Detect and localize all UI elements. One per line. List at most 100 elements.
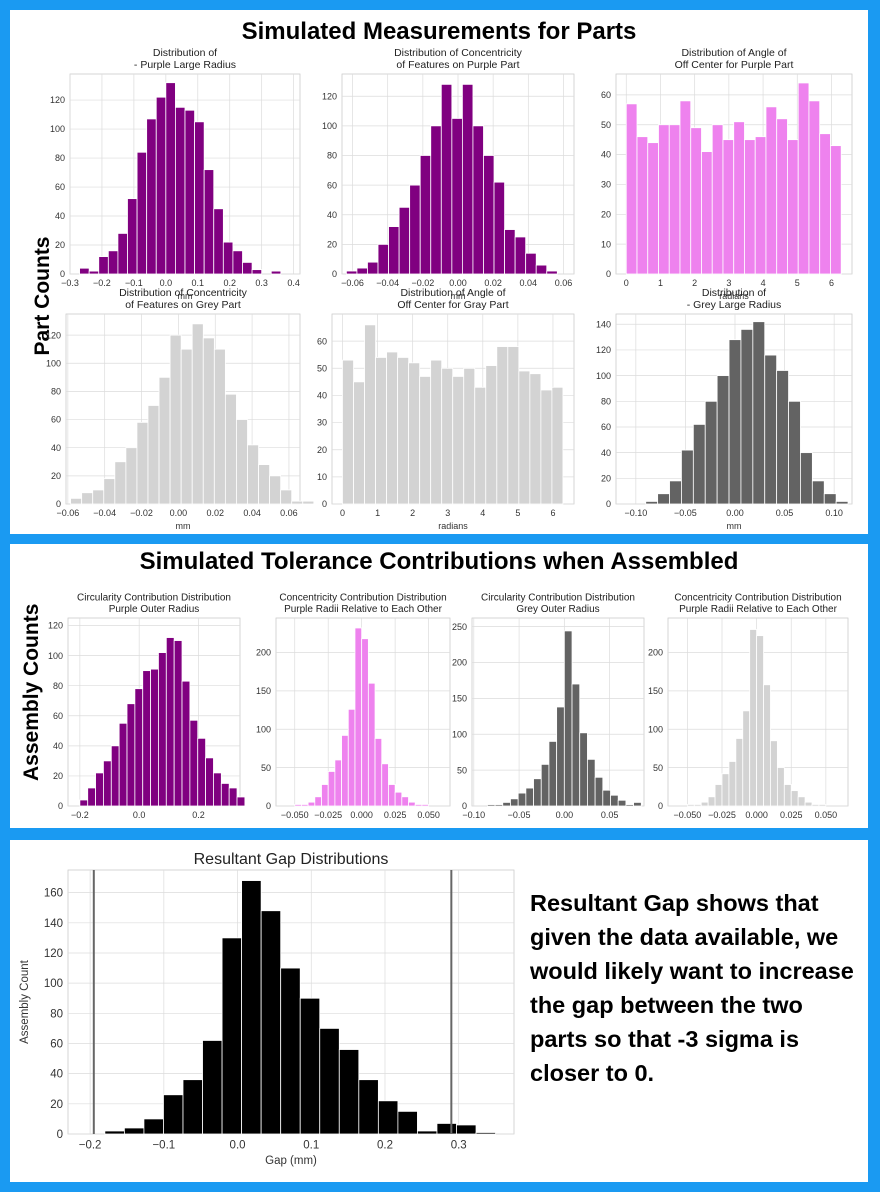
y-tick-label: 160 <box>44 888 63 900</box>
x-tick-label: −0.1 <box>125 278 143 288</box>
chart-title: of Features on Purple Part <box>396 59 519 71</box>
histogram-bar <box>417 1130 438 1135</box>
histogram-bar <box>811 804 820 807</box>
histogram-bar <box>347 708 356 807</box>
histogram-bar <box>203 169 215 275</box>
histogram-bar <box>409 184 421 275</box>
x-tick-label: 0.04 <box>243 508 261 518</box>
histogram-bar <box>181 680 191 807</box>
histogram-bar <box>800 452 813 505</box>
x-tick-label: 1 <box>658 278 663 288</box>
resultant-gap-panel: 0 20 40 60 80 100 120 140 160 −0.2 −0.1 0.0 0.1 0.2 0.… <box>10 840 868 1182</box>
histogram-bar <box>804 801 813 807</box>
histogram-bar <box>184 109 195 275</box>
histogram-bar <box>260 910 282 1135</box>
y-tick-label: 80 <box>53 681 63 691</box>
y-tick-label: 120 <box>46 330 61 340</box>
histogram-bar <box>556 706 565 807</box>
histogram-bar <box>158 652 167 807</box>
histogram-bar <box>342 359 354 505</box>
histogram-bar <box>345 270 358 275</box>
histogram-bar <box>690 127 702 275</box>
histogram-bar <box>617 799 627 807</box>
y-tick-label: 0 <box>58 801 63 811</box>
histogram-bar <box>173 640 183 807</box>
x-tick-label: 0.2 <box>377 1140 393 1152</box>
x-tick-label: 3 <box>445 508 450 518</box>
x-tick-label: 4 <box>480 508 485 518</box>
histogram-bar <box>394 791 403 807</box>
histogram-bar <box>377 1100 399 1135</box>
x-tick-label: 0.4 <box>287 278 300 288</box>
histogram-bar <box>147 405 160 505</box>
x-axis-label: radians <box>719 291 749 301</box>
histogram-bar <box>375 357 388 505</box>
x-tick-label: 2 <box>410 508 415 518</box>
histogram-bar <box>136 151 148 275</box>
y-tick-label: 60 <box>53 711 63 721</box>
y-tick-label: 50 <box>601 120 611 130</box>
histogram-bar <box>647 142 659 275</box>
histogram-bar <box>525 252 537 275</box>
chart-title: Distribution of <box>702 287 766 299</box>
y-tick-label: 60 <box>601 422 611 432</box>
y-tick-label: 200 <box>256 648 271 658</box>
chart-title: Distribution of Concentricity <box>119 287 248 299</box>
histogram-bar <box>783 784 792 807</box>
x-tick-label: 0.06 <box>555 278 573 288</box>
histogram-bar <box>146 118 157 275</box>
histogram-bar <box>610 794 619 807</box>
histogram-bar <box>356 267 368 275</box>
histogram-bar <box>354 627 363 807</box>
histogram-bar <box>401 796 409 807</box>
histogram-bar <box>314 796 322 807</box>
histogram-bar <box>98 256 109 275</box>
y-tick-label: 60 <box>601 90 611 100</box>
chart-title: - Purple Large Radius <box>134 59 236 71</box>
y-tick-label: 50 <box>653 763 663 773</box>
histogram-bar <box>280 967 301 1135</box>
y-tick-label: 20 <box>601 473 611 483</box>
x-tick-label: 0.2 <box>223 278 236 288</box>
x-tick-label: 0.00 <box>726 508 744 518</box>
x-tick-label: −0.2 <box>93 278 111 288</box>
y-tick-label: 50 <box>317 363 327 373</box>
histogram-bar <box>540 389 553 505</box>
histogram-bar <box>579 732 588 807</box>
y-tick-label: 120 <box>322 91 337 101</box>
y-tick-label: 20 <box>51 471 61 481</box>
histogram-bar <box>721 773 730 807</box>
chart-title: Resultant Gap Distributions <box>194 851 389 868</box>
y-tick-label: 120 <box>44 948 63 960</box>
histogram-bar <box>381 763 389 807</box>
y-tick-label: 40 <box>601 448 611 458</box>
histogram-bar <box>518 370 531 505</box>
histogram-bar <box>548 741 558 807</box>
y-tick-label: 0 <box>57 1129 63 1141</box>
histogram-bar <box>830 145 842 275</box>
histogram-bar <box>463 367 476 505</box>
histogram-bar <box>408 801 416 807</box>
histogram-bar <box>533 778 542 807</box>
x-axis-label: Gap (mm) <box>265 1155 317 1167</box>
x-tick-label: −0.04 <box>376 278 399 288</box>
x-tick-label: −0.050 <box>673 810 701 820</box>
y-tick-label: 250 <box>452 622 467 632</box>
y-tick-label: 20 <box>327 240 337 250</box>
histogram-bar <box>241 880 262 1135</box>
chart-title: Purple Radii Relative to Each Other <box>679 604 838 615</box>
histogram-bar <box>70 497 83 505</box>
histogram-bar <box>79 267 90 275</box>
chart-title: - Grey Large Radius <box>687 299 782 311</box>
histogram-bar <box>669 480 682 505</box>
x-tick-label: 0.050 <box>815 810 838 820</box>
histogram-bar <box>419 155 432 275</box>
histogram-bar <box>163 1094 184 1135</box>
histogram-bar <box>686 804 695 807</box>
histogram-bar <box>587 758 596 807</box>
x-tick-label: −0.3 <box>61 278 79 288</box>
x-tick-label: −0.1 <box>152 1140 175 1152</box>
panel-heading: Simulated Tolerance Contributions when A… <box>139 548 739 575</box>
histogram-bar <box>625 804 634 807</box>
histogram-bar <box>835 501 849 505</box>
